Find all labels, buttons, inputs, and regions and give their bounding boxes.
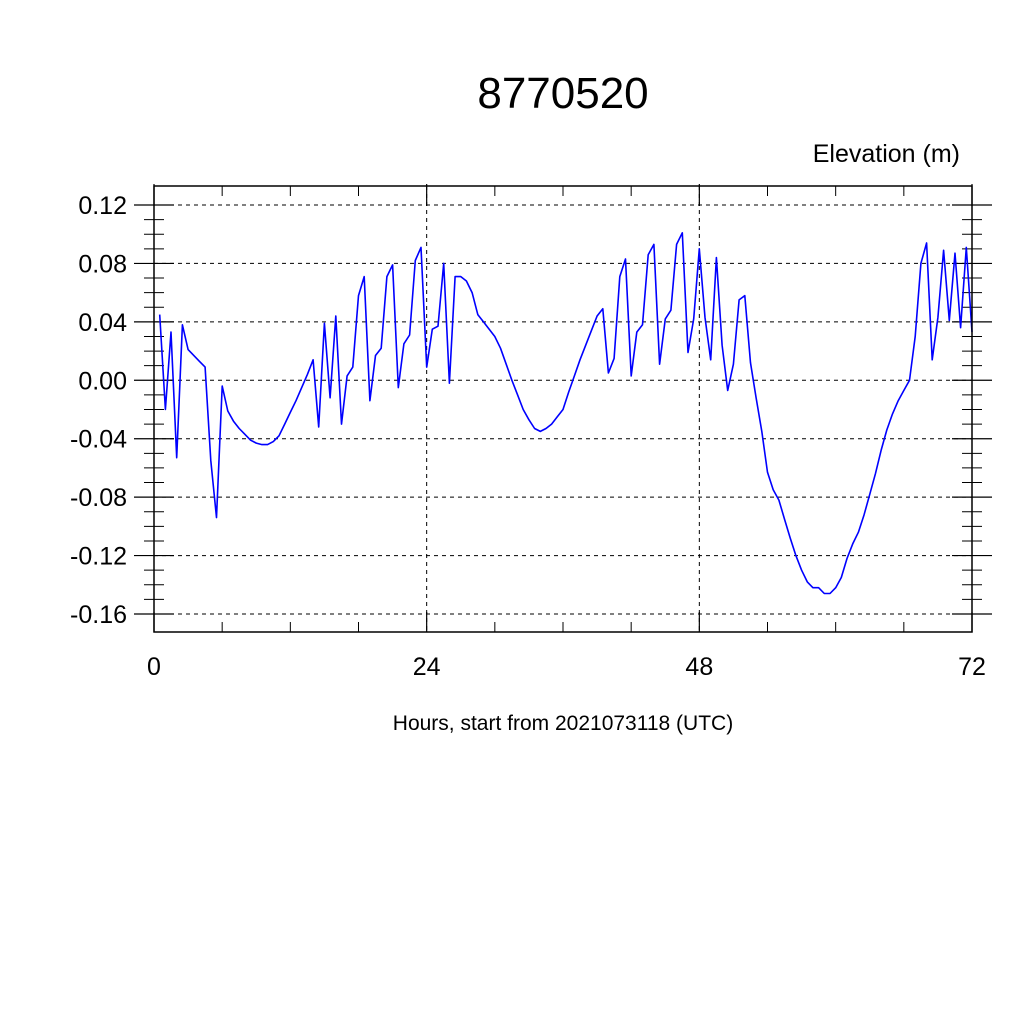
y-tick-label: -0.12 [70, 543, 127, 571]
x-tick-label: 24 [413, 653, 441, 681]
tick-labels: 0.12 0.08 0.04 0.00 -0.04 -0.08 -0.12 -0.16 0 24 4… [70, 192, 986, 681]
x-axis-label: Hours, start from 2021073118 (UTC) [393, 712, 733, 735]
y-tick-label: 0.08 [78, 250, 127, 278]
series-line [158, 232, 973, 595]
y-tick-label: -0.16 [70, 601, 127, 629]
y-axis-label: Elevation (m) [813, 140, 960, 168]
y-tick-label: 0.00 [78, 367, 127, 395]
y-tick-label: 0.04 [78, 309, 127, 337]
y-tick-label: -0.08 [70, 484, 127, 512]
x-tick-label: 72 [958, 653, 986, 681]
x-tick-label: 48 [685, 653, 713, 681]
chart-title: 8770520 [477, 69, 648, 118]
y-tick-label: 0.12 [78, 192, 127, 220]
x-tick-label: 0 [147, 653, 161, 681]
plot-frame [153, 185, 973, 633]
series-layer [158, 232, 973, 595]
y-tick-label: -0.04 [70, 426, 127, 454]
